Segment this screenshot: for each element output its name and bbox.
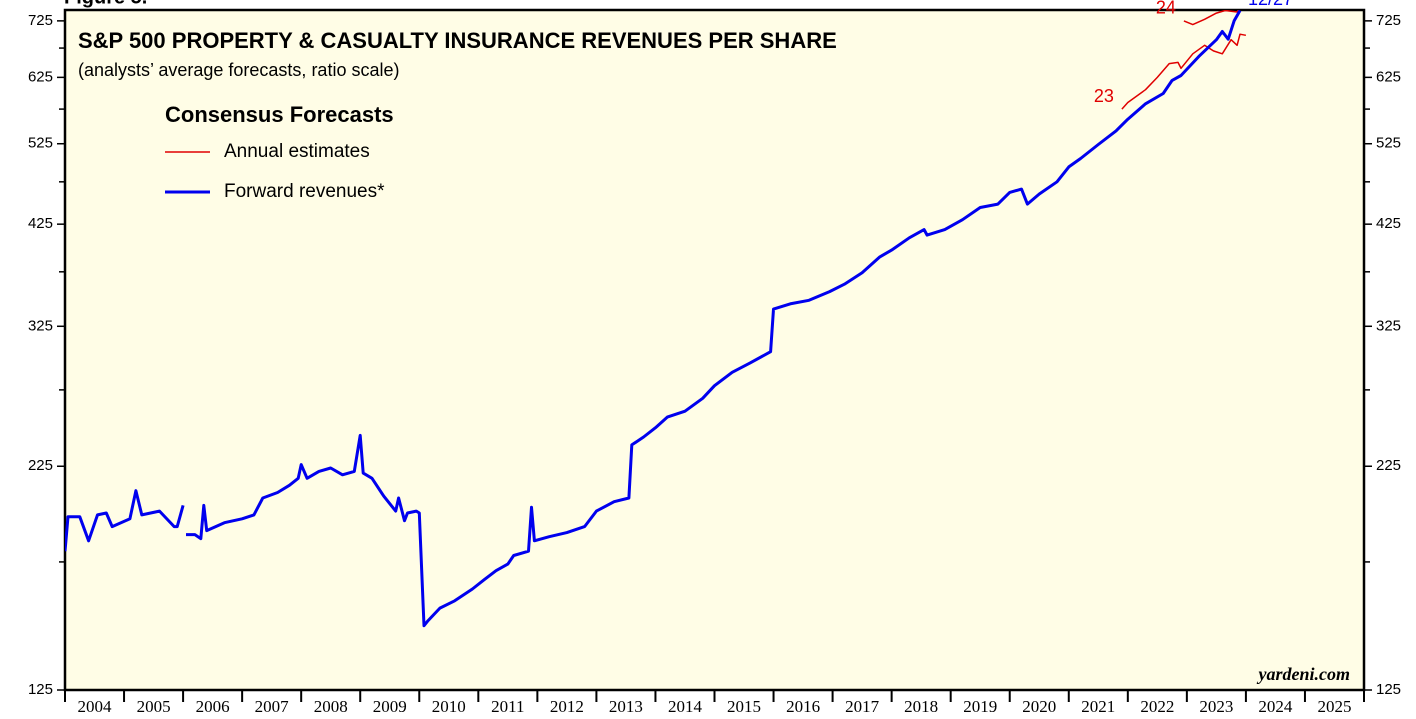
y-tick-label: 225 bbox=[1376, 457, 1401, 474]
x-tick-label: 2008 bbox=[314, 697, 348, 716]
x-tick-label: 2020 bbox=[1022, 697, 1056, 716]
x-tick-label: 2011 bbox=[491, 697, 524, 716]
x-tick-label: 2012 bbox=[550, 697, 584, 716]
x-tick-label: 2019 bbox=[963, 697, 997, 716]
x-tick-label: 2013 bbox=[609, 697, 643, 716]
end-label: 12/27 bbox=[1248, 0, 1293, 9]
x-tick-label: 2016 bbox=[786, 697, 820, 716]
x-tick-label: 2010 bbox=[432, 697, 466, 716]
y-tick-label: 125 bbox=[28, 681, 53, 698]
legend-title: Consensus Forecasts bbox=[165, 102, 394, 127]
y-tick-label: 525 bbox=[28, 135, 53, 152]
x-tick-label: 2021 bbox=[1081, 697, 1115, 716]
chart-title: S&P 500 PROPERTY & CASUALTY INSURANCE RE… bbox=[78, 28, 837, 53]
y-tick-label: 725 bbox=[28, 12, 53, 29]
annual-line bbox=[1121, 33, 1247, 110]
y-tick-label: 325 bbox=[28, 317, 53, 334]
x-tick-label: 2017 bbox=[845, 697, 880, 716]
legend-label: Annual estimates bbox=[224, 141, 370, 162]
marks bbox=[65, 10, 1247, 628]
subtitle: (analysts’ average forecasts, ratio scal… bbox=[78, 60, 399, 80]
x-tick-label: 2009 bbox=[373, 697, 407, 716]
forward-line bbox=[65, 10, 1242, 628]
x-tick-label: 2005 bbox=[137, 697, 171, 716]
x-tick-label: 2018 bbox=[904, 697, 938, 716]
x-tick-label: 2007 bbox=[255, 697, 290, 716]
x-tick-label: 2023 bbox=[1199, 697, 1233, 716]
x-tick-label: 2022 bbox=[1140, 697, 1174, 716]
x-tick-label: 2014 bbox=[668, 697, 703, 716]
line-label: 23 bbox=[1094, 86, 1114, 106]
y-tick-label: 325 bbox=[1376, 317, 1401, 334]
y-tick-label: 625 bbox=[28, 68, 53, 85]
y-tick-label: 425 bbox=[1376, 215, 1401, 232]
figure-label: Figure 5. bbox=[64, 0, 147, 8]
y-tick-label: 625 bbox=[1376, 68, 1401, 85]
y-tick-label: 425 bbox=[28, 215, 53, 232]
y-tick-label: 225 bbox=[28, 457, 53, 474]
y-tick-label: 725 bbox=[1376, 12, 1401, 29]
line-label: 24 bbox=[1156, 0, 1176, 18]
x-tick-label: 2025 bbox=[1317, 697, 1351, 716]
annual-line bbox=[1183, 10, 1240, 26]
x-tick-label: 2004 bbox=[78, 697, 113, 716]
x-tick-label: 2006 bbox=[196, 697, 230, 716]
y-tick-label: 125 bbox=[1376, 681, 1401, 698]
x-tick-label: 2015 bbox=[727, 697, 761, 716]
legend-label: Forward revenues* bbox=[224, 181, 385, 202]
source: yardeni.com bbox=[1257, 664, 1351, 684]
y-tick-label: 525 bbox=[1376, 135, 1401, 152]
plot-area bbox=[63, 8, 1366, 692]
x-tick-label: 2024 bbox=[1258, 697, 1293, 716]
